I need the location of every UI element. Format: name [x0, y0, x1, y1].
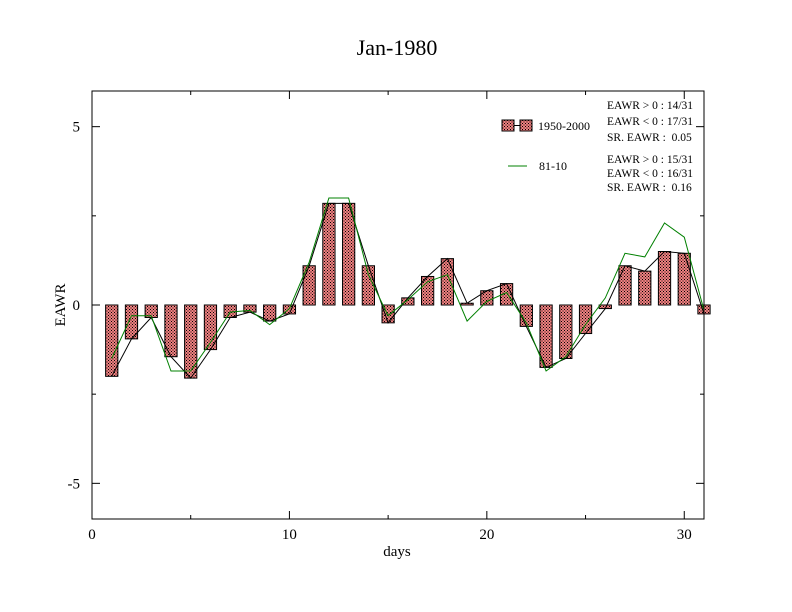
stats-sr-1950-2000: SR. EAWR : 0.05: [607, 132, 692, 144]
legend: 1950-2000 81-10: [501, 119, 590, 173]
stats-negative-81-10: EAWR < 0 : 16/31: [607, 168, 693, 180]
bar-1950-2000: [440, 258, 454, 306]
stats-sr-81-10: SR. EAWR : 0.16: [607, 182, 692, 194]
stats-positive-1950-2000: EAWR > 0 : 14/31: [607, 100, 693, 112]
y-tick-label: 0: [73, 298, 81, 314]
chart-title: Jan-1980: [357, 35, 438, 60]
bar-1950-2000: [361, 265, 376, 306]
x-tick-label: 0: [88, 527, 96, 543]
y-tick-label: 5: [73, 120, 81, 136]
x-tick-label: 30: [677, 527, 692, 543]
stats-block-1950-2000: EAWR > 0 : 14/31 EAWR < 0 : 17/31 SR. EA…: [607, 100, 693, 144]
plot-frame: [91, 90, 705, 520]
x-tick-label: 10: [282, 527, 297, 543]
legend-bar-swatch-right: [519, 119, 533, 132]
stats-positive-81-10: EAWR > 0 : 15/31: [607, 154, 693, 166]
bar-1950-2000: [657, 251, 672, 306]
x-tick-label: 20: [479, 527, 494, 543]
bar-1950-2000: [105, 304, 119, 377]
bar-1950-2000: [677, 252, 691, 306]
legend-label-81-10: 81-10: [539, 159, 567, 173]
bar-1950-2000: [184, 304, 198, 379]
line-1950-2000: [111, 202, 705, 379]
bar-1950-2000: [638, 270, 652, 306]
legend-bar-swatch-left: [501, 119, 515, 132]
bar-1950-2000: [618, 265, 632, 306]
stats-block-81-10: EAWR > 0 : 15/31 EAWR < 0 : 16/31 SR. EA…: [607, 154, 693, 194]
y-axis-label: EAWR: [53, 284, 69, 327]
stats-negative-1950-2000: EAWR < 0 : 17/31: [607, 116, 693, 128]
legend-label-1950-2000: 1950-2000: [538, 119, 590, 133]
line-81-10: [111, 197, 705, 372]
x-axis-label: days: [383, 544, 411, 560]
y-tick-label: -5: [68, 476, 81, 492]
